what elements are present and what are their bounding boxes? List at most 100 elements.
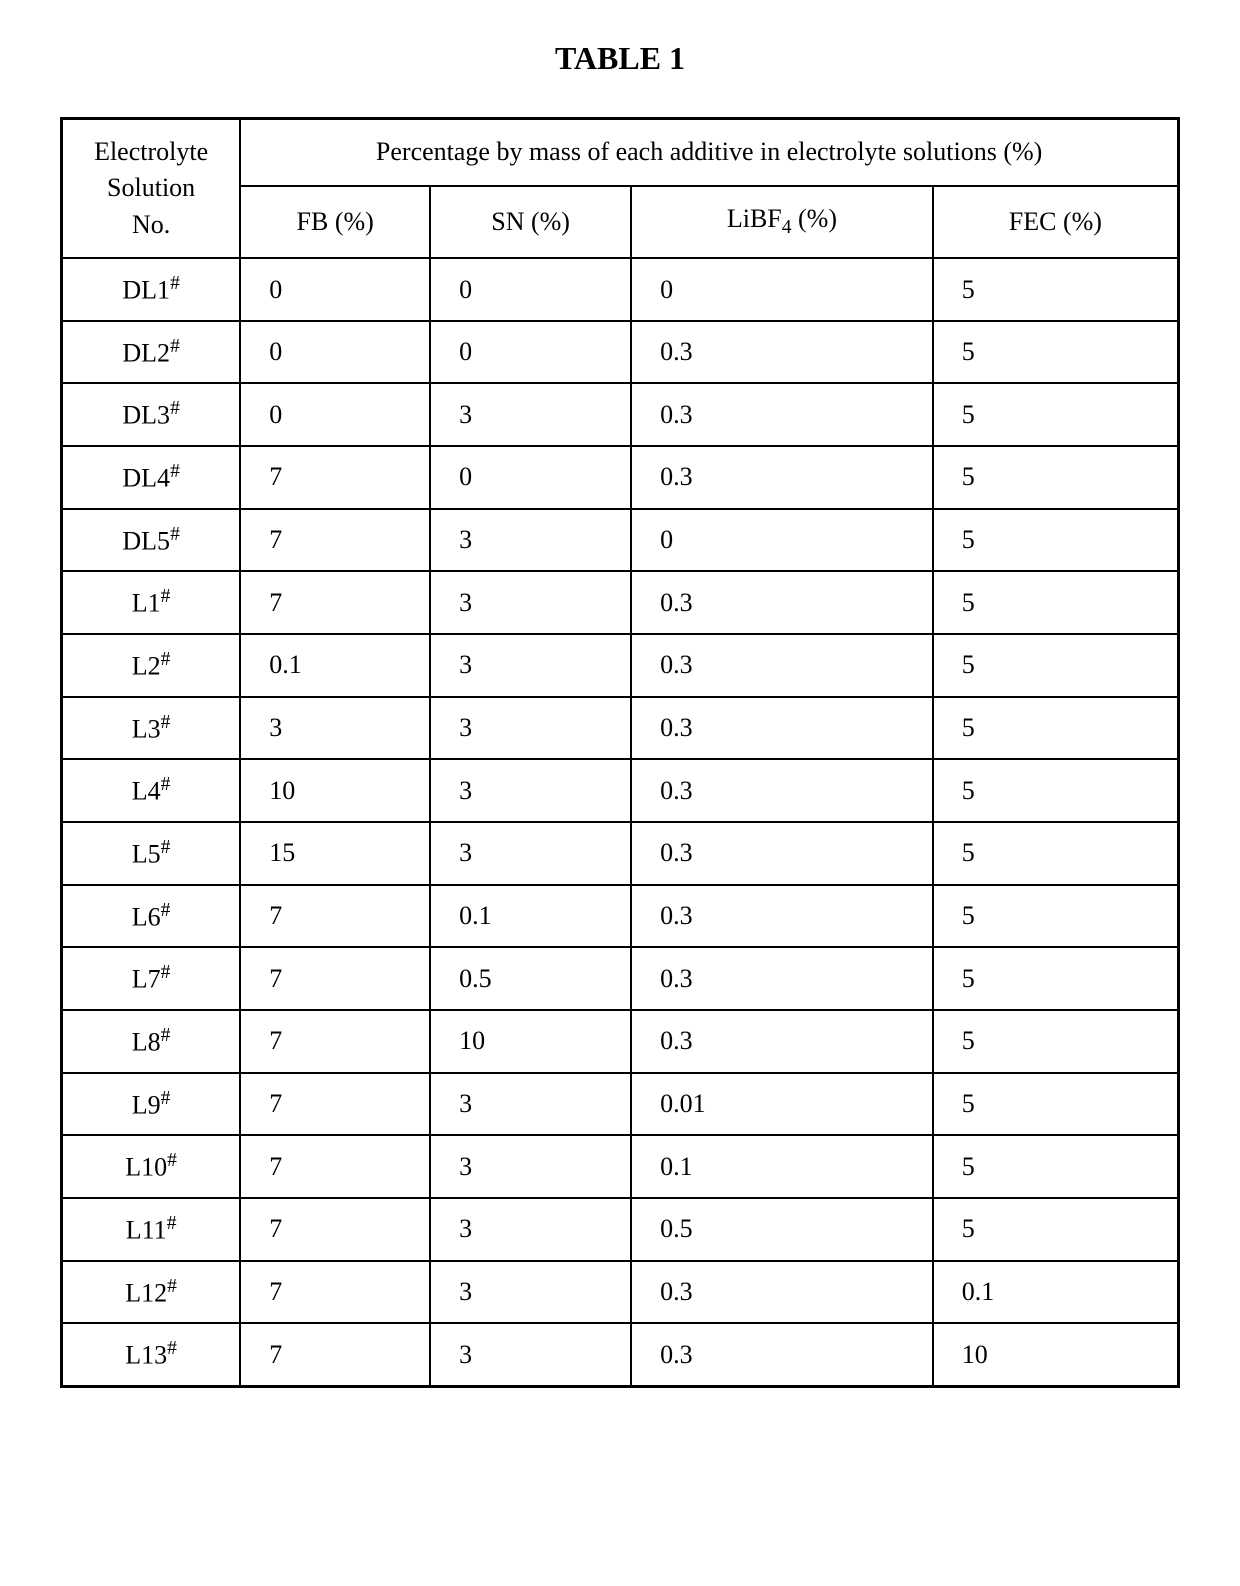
- cell-solution-no: DL3#: [62, 383, 241, 446]
- cell-libf4: 0.3: [631, 321, 933, 384]
- cell-libf4: 0.5: [631, 1198, 933, 1261]
- cell-libf4: 0.3: [631, 446, 933, 509]
- cell-fec: 5: [933, 634, 1179, 697]
- cell-fb: 7: [240, 1198, 430, 1261]
- cell-fec: 5: [933, 947, 1179, 1010]
- cell-fb: 7: [240, 509, 430, 572]
- cell-sn: 0: [430, 258, 631, 321]
- cell-libf4: 0.01: [631, 1073, 933, 1136]
- cell-fb: 3: [240, 697, 430, 760]
- cell-solution-no: L5#: [62, 822, 241, 885]
- cell-solution-no: L4#: [62, 759, 241, 822]
- header-solution-no: Electrolyte Solution No.: [62, 119, 241, 259]
- cell-fb: 7: [240, 947, 430, 1010]
- solution-base: L1: [132, 589, 161, 618]
- solution-superscript: #: [170, 273, 180, 294]
- cell-sn: 3: [430, 822, 631, 885]
- cell-fb: 0: [240, 383, 430, 446]
- cell-sn: 0: [430, 446, 631, 509]
- cell-solution-no: L7#: [62, 947, 241, 1010]
- solution-base: DL2: [122, 338, 170, 367]
- cell-sn: 3: [430, 759, 631, 822]
- cell-sn: 3: [430, 383, 631, 446]
- cell-fb: 7: [240, 885, 430, 948]
- table-row: L2#0.130.35: [62, 634, 1179, 697]
- cell-sn: 3: [430, 1261, 631, 1324]
- cell-solution-no: L11#: [62, 1198, 241, 1261]
- cell-libf4: 0: [631, 258, 933, 321]
- solution-base: L2: [132, 652, 161, 681]
- cell-fec: 5: [933, 1010, 1179, 1073]
- solution-superscript: #: [170, 461, 180, 482]
- cell-fec: 5: [933, 571, 1179, 634]
- cell-fec: 5: [933, 1073, 1179, 1136]
- cell-fec: 5: [933, 383, 1179, 446]
- cell-fb: 0: [240, 321, 430, 384]
- header-libf4-suffix: (%): [792, 204, 837, 233]
- cell-sn: 3: [430, 1073, 631, 1136]
- cell-fb: 15: [240, 822, 430, 885]
- solution-superscript: #: [161, 1088, 171, 1109]
- cell-fec: 5: [933, 446, 1179, 509]
- table-header: Electrolyte Solution No. Percentage by m…: [62, 119, 1179, 259]
- cell-solution-no: L3#: [62, 697, 241, 760]
- solution-base: L12: [125, 1278, 167, 1307]
- solution-superscript: #: [161, 586, 171, 607]
- solution-base: L13: [125, 1341, 167, 1370]
- cell-sn: 3: [430, 1135, 631, 1198]
- solution-superscript: #: [161, 1025, 171, 1046]
- cell-sn: 0.5: [430, 947, 631, 1010]
- solution-superscript: #: [161, 774, 171, 795]
- solution-base: DL1: [122, 276, 170, 305]
- cell-libf4: 0.3: [631, 634, 933, 697]
- cell-fec: 5: [933, 697, 1179, 760]
- cell-fec: 5: [933, 1135, 1179, 1198]
- table-row: DL2#000.35: [62, 321, 1179, 384]
- solution-base: L5: [132, 840, 161, 869]
- table-row: L6#70.10.35: [62, 885, 1179, 948]
- cell-fec: 5: [933, 759, 1179, 822]
- cell-libf4: 0: [631, 509, 933, 572]
- cell-libf4: 0.3: [631, 697, 933, 760]
- cell-libf4: 0.3: [631, 1323, 933, 1386]
- cell-sn: 0: [430, 321, 631, 384]
- cell-libf4: 0.3: [631, 822, 933, 885]
- cell-solution-no: L8#: [62, 1010, 241, 1073]
- header-sn: SN (%): [430, 186, 631, 258]
- solution-base: L10: [125, 1153, 167, 1182]
- table-row: L7#70.50.35: [62, 947, 1179, 1010]
- table-row: L4#1030.35: [62, 759, 1179, 822]
- table-row: L13#730.310: [62, 1323, 1179, 1386]
- cell-solution-no: L6#: [62, 885, 241, 948]
- header-fb: FB (%): [240, 186, 430, 258]
- solution-superscript: #: [167, 1150, 177, 1171]
- electrolyte-table: Electrolyte Solution No. Percentage by m…: [60, 117, 1180, 1388]
- table-row: DL5#7305: [62, 509, 1179, 572]
- header-solution-line2: Solution: [107, 173, 195, 202]
- table-body: DL1#0005DL2#000.35DL3#030.35DL4#700.35DL…: [62, 258, 1179, 1386]
- cell-solution-no: L1#: [62, 571, 241, 634]
- solution-base: L9: [132, 1090, 161, 1119]
- header-fec: FEC (%): [933, 186, 1179, 258]
- cell-fb: 7: [240, 446, 430, 509]
- cell-fb: 7: [240, 1323, 430, 1386]
- solution-superscript: #: [161, 712, 171, 733]
- solution-base: L6: [132, 902, 161, 931]
- solution-base: DL5: [122, 526, 170, 555]
- cell-solution-no: L12#: [62, 1261, 241, 1324]
- cell-sn: 3: [430, 509, 631, 572]
- cell-sn: 3: [430, 1198, 631, 1261]
- table-row: L5#1530.35: [62, 822, 1179, 885]
- solution-superscript: #: [161, 962, 171, 983]
- solution-superscript: #: [167, 1338, 177, 1359]
- cell-libf4: 0.3: [631, 947, 933, 1010]
- cell-sn: 3: [430, 697, 631, 760]
- header-solution-line1: Electrolyte: [94, 137, 208, 166]
- cell-fec: 5: [933, 1198, 1179, 1261]
- cell-fec: 5: [933, 822, 1179, 885]
- solution-base: L7: [132, 965, 161, 994]
- solution-superscript: #: [170, 398, 180, 419]
- cell-solution-no: L10#: [62, 1135, 241, 1198]
- cell-fb: 10: [240, 759, 430, 822]
- cell-fec: 0.1: [933, 1261, 1179, 1324]
